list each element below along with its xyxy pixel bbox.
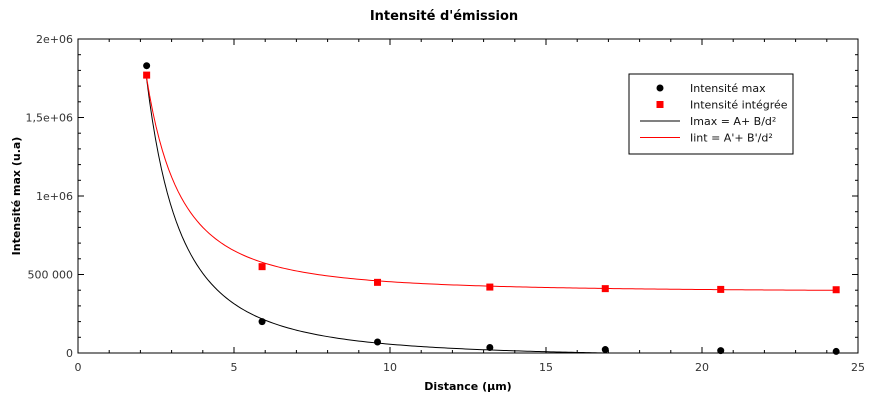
legend-label: Intensité intégrée xyxy=(690,99,788,112)
fit-curve xyxy=(146,78,796,354)
x-tick-label: 10 xyxy=(383,361,397,374)
legend-marker-square xyxy=(656,101,664,108)
x-tick-label: 15 xyxy=(539,361,553,374)
data-point-square xyxy=(486,283,494,291)
data-point-circle xyxy=(374,338,382,346)
data-point-square xyxy=(717,285,725,293)
data-point-square xyxy=(832,286,840,294)
ticks: 0 5 10 15 20 25 0 500 000 1e+06 1,5e+06 2e+06 xyxy=(26,33,865,374)
data-point-square xyxy=(374,278,382,286)
legend-label: Iint = A'+ B'/d² xyxy=(690,132,773,145)
x-tick-label: 5 xyxy=(231,361,238,374)
y-tick-label: 1,5e+06 xyxy=(26,112,73,125)
x-axis-label: Distance (µm) xyxy=(424,380,511,393)
legend-marker-circle xyxy=(656,84,664,92)
data-points xyxy=(143,62,840,355)
data-point-circle xyxy=(486,344,494,352)
y-axis-label: Intensité max (u.a) xyxy=(10,137,23,256)
legend-label: Imax = A+ B/d² xyxy=(690,115,776,128)
chart-title: Intensité d'émission xyxy=(370,9,518,24)
y-tick-label: 2e+06 xyxy=(36,33,73,46)
x-tick-label: 25 xyxy=(851,361,865,374)
data-point-circle xyxy=(143,62,151,70)
y-tick-label: 1e+06 xyxy=(36,190,73,203)
data-point-square xyxy=(143,71,151,79)
legend-label: Intensité max xyxy=(690,82,766,95)
data-point-circle xyxy=(258,318,266,326)
y-tick-label: 500 000 xyxy=(28,269,74,282)
data-point-circle xyxy=(717,347,725,355)
data-point-square xyxy=(601,285,609,293)
data-point-circle xyxy=(832,347,840,355)
legend-box xyxy=(628,73,794,155)
legend: Intensité max Intensité intégrée Imax = A+… xyxy=(628,73,794,155)
y-tick-label: 0 xyxy=(66,347,73,360)
data-point-circle xyxy=(601,346,609,354)
x-tick-label: 0 xyxy=(75,361,82,374)
data-point-square xyxy=(258,263,266,271)
x-tick-label: 20 xyxy=(695,361,709,374)
